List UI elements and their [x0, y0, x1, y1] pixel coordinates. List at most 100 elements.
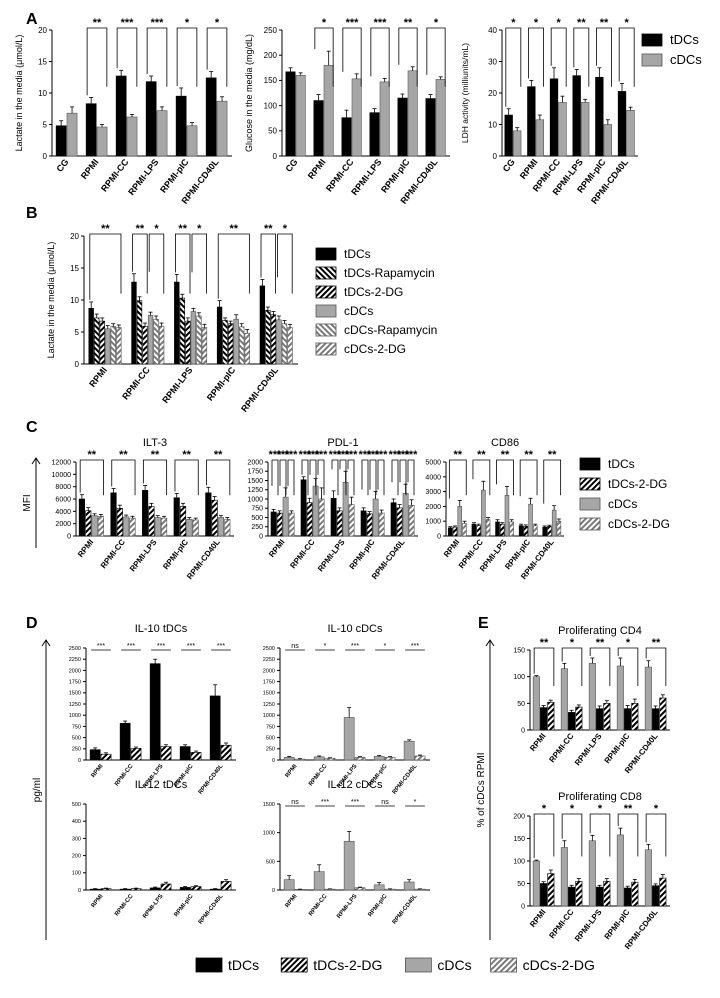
chart-a2-sig-bracket: [342, 27, 362, 87]
chart-a1-x-label: RPMI-pIC: [158, 157, 191, 195]
chart-d2-ytick-label: 2000: [263, 668, 275, 674]
chart-d2-bar: [403, 740, 415, 761]
chart-c2-sig-bracket: [347, 459, 355, 496]
chart-a3-legend-swatch: [641, 53, 663, 67]
chart-a3-sig-label: *: [511, 17, 516, 29]
panel-letter-e: E: [478, 615, 489, 632]
chart-a1-bar: [126, 116, 138, 157]
chart-a1-sig-label: *: [185, 17, 190, 29]
chart-c3-sig-bracket: [472, 459, 491, 496]
chart-d2-x-label: RPMI-CC: [308, 763, 329, 787]
chart-d2-ytick-label: 1000: [263, 713, 275, 719]
chart-b-bar: [131, 281, 137, 365]
chart-b-bar: [259, 285, 266, 365]
chart-d2-ytick-label: 1750: [263, 680, 275, 686]
chart-a1-ytick-label: 10: [38, 89, 47, 98]
chart-e1-x-label: RPMI-CC: [547, 732, 575, 765]
axis-d-arrow-head: [41, 639, 51, 647]
chart-c3-legend-label: cDCs-2-DG: [608, 517, 670, 531]
chart-c3-x-label: RPMI: [442, 538, 461, 559]
chart-e2-bar: [547, 873, 555, 907]
chart-d4-x-label: RPMI-pIC: [367, 893, 389, 918]
chart-c3-title: CD86: [491, 437, 519, 449]
chart-c3-bar: [523, 526, 529, 537]
chart-e2-sig-label: *: [542, 803, 547, 815]
chart-b-bar: [136, 300, 143, 365]
chart-c3-ytick-label: 1000: [425, 519, 441, 526]
chart-a1-sig-label: **: [93, 17, 102, 29]
chart-c1-ytick-label: 12000: [52, 459, 72, 466]
chart-c3-bar: [551, 509, 557, 537]
chart-d4-sig-label: *: [414, 799, 417, 806]
chart-a1-bar: [145, 81, 157, 157]
chart-b-bar: [174, 281, 180, 365]
chart-b-bar: [94, 317, 100, 365]
chart-a1-bar: [96, 126, 108, 157]
chart-d1-bar: [160, 746, 172, 761]
chart-d4-title: IL-12 cDCs: [327, 779, 383, 791]
chart-b-bar: [239, 326, 245, 365]
chart-e1-bar: [644, 666, 652, 731]
chart-b-legend-label: tDCs-Rapamycin: [344, 266, 435, 280]
chart-d3-bar: [89, 888, 101, 891]
chart-b-legend-swatch: [315, 285, 337, 299]
chart-b-sig-label: **: [101, 223, 110, 235]
chart-d4-ytick-label: 1000: [263, 831, 275, 837]
chart-a2-sig-label: *: [434, 17, 439, 29]
chart-e2-sig-label: *: [654, 803, 659, 815]
chart-e1-sig-bracket: [645, 647, 667, 686]
chart-d3-x-label: RPMI-LPS: [142, 894, 164, 920]
chart-d2-bar: [384, 757, 396, 761]
chart-a1-sig-bracket: [86, 27, 108, 96]
chart-b-bar: [116, 327, 122, 365]
chart-c2-ytick-label: 1500: [247, 478, 263, 485]
chart-b-sig-bracket: [277, 233, 293, 294]
chart-d4-sig-label: ns: [381, 799, 389, 806]
chart-a3-sig-bracket: [550, 27, 567, 87]
chart-b-bar: [196, 315, 202, 365]
chart-c3-bar: [509, 521, 514, 537]
chart-c2-sig-label: ***: [367, 449, 381, 461]
chart-c2-bar: [288, 512, 295, 537]
chart-d2-title: IL-10 cDCs: [327, 623, 383, 635]
chart-e1-ytick-label: 150: [513, 647, 525, 654]
chart-a2-bar: [407, 70, 418, 157]
chart-a1-bar: [115, 75, 127, 157]
chart-e1-sig-label: *: [626, 637, 631, 649]
chart-e1-bar: [575, 706, 583, 731]
chart-c2-sig-label: ***: [315, 449, 329, 461]
chart-c2-sig-label: ***: [329, 449, 343, 461]
chart-c2-bar: [396, 507, 403, 537]
chart-b-bar: [265, 309, 271, 365]
panel-letter-b: B: [26, 205, 38, 222]
chart-b-sig-label: *: [154, 223, 159, 235]
chart-a2-bar: [435, 79, 446, 157]
chart-c1-sig-bracket: [142, 459, 168, 496]
chart-a3-ytick-label: 0: [493, 152, 498, 161]
chart-c3-legend-swatch: [579, 497, 601, 511]
chart-c1-x-label: RPMI-pIC: [161, 538, 190, 572]
chart-a3-bar: [535, 119, 544, 157]
chart-b-bar: [105, 328, 111, 365]
chart-d3-x-label: RPMI-pIC: [173, 893, 195, 918]
chart-b-legend-swatch: [315, 342, 337, 356]
panel-letter-c: C: [26, 419, 38, 436]
chart-c2-title: PDL-1: [327, 437, 358, 449]
chart-d4-bar: [414, 888, 426, 891]
chart-c3-bar: [495, 521, 500, 537]
chart-c1-x-label: RPMI-CC: [99, 538, 127, 571]
chart-e1-x-label: RPMI: [528, 732, 547, 753]
chart-c2-sig-bracket: [309, 459, 317, 496]
chart-c3-sig-bracket: [448, 459, 467, 499]
chart-b-y-label: Lactate in the media (μmol/L): [46, 242, 56, 359]
chart-a3-sig-label: *: [557, 17, 562, 29]
chart-d4-x-label: RPMI: [285, 893, 299, 909]
chart-c3-bar: [547, 526, 552, 537]
chart-c2-bar: [360, 510, 367, 537]
chart-a2-ytick-label: 200: [264, 51, 278, 60]
chart-a1-ytick-label: 20: [38, 26, 47, 35]
chart-d2-ytick-label: 250: [266, 747, 275, 753]
chart-c1-bar: [142, 490, 149, 537]
chart-d2-bar: [313, 756, 325, 761]
chart-a2-ytick-label: 50: [268, 127, 277, 136]
